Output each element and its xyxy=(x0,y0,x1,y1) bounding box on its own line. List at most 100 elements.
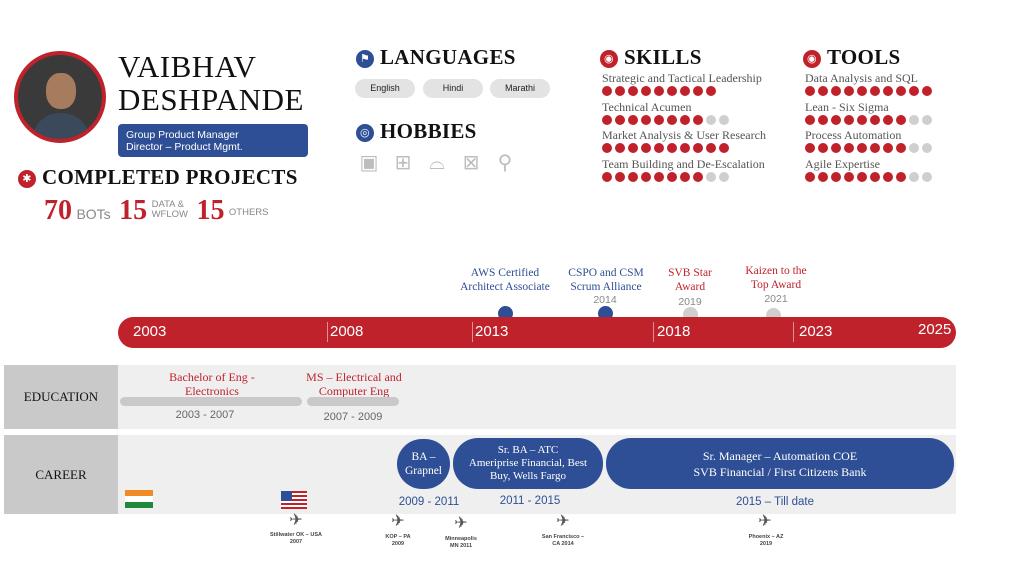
rating-dots xyxy=(602,143,787,153)
rating-dot-filled xyxy=(654,171,664,182)
location-label: Phoenix – AZ 2019 xyxy=(736,534,796,548)
airplane-icon: ✈ xyxy=(454,513,468,532)
rating-dot-filled xyxy=(805,86,815,96)
rating-dot-filled xyxy=(896,114,906,125)
rating-dot-filled xyxy=(896,86,906,96)
timeline-divider xyxy=(327,322,328,342)
languages-heading-text: LANGUAGES xyxy=(380,45,516,69)
timeline-year: 2013 xyxy=(475,323,509,340)
tools-list: Data Analysis and SQL Lean - Six Sigma Pro… xyxy=(805,71,985,185)
rating-dot-filled xyxy=(844,86,854,96)
profile-photo xyxy=(14,51,106,143)
rating-dot-filled xyxy=(818,114,828,125)
rating-dot-filled xyxy=(667,171,677,182)
career-years: 2011 - 2015 xyxy=(499,495,561,507)
last-name: DESHPANDE xyxy=(118,82,304,117)
timeline-year: 2023 xyxy=(799,323,833,340)
rating-dot-filled xyxy=(615,86,625,96)
rating-dot-empty xyxy=(922,143,932,153)
rating-dot-empty xyxy=(922,171,932,182)
degree-line1: MS – Electrical and xyxy=(306,370,402,384)
rating-dot-filled xyxy=(667,114,677,125)
timeline-divider xyxy=(793,322,794,342)
rating-dot-filled xyxy=(654,114,664,125)
tool-label: Lean - Six Sigma xyxy=(805,99,889,114)
tool-label: Agile Expertise xyxy=(805,156,880,171)
projects-heading: ✱ COMPLETED PROJECTS xyxy=(18,165,298,190)
rating-dot-filled xyxy=(693,86,703,96)
rating-dot-filled xyxy=(870,86,880,96)
projects-heading-text: COMPLETED PROJECTS xyxy=(42,165,298,189)
tool-label: Data Analysis and SQL xyxy=(805,71,918,85)
role-line3: Buy, Wells Fargo xyxy=(490,470,566,482)
location-label: Minneapolis MN 2011 xyxy=(436,536,486,550)
skill-label: Market Analysis & User Research xyxy=(602,128,766,142)
timeline-year: 2025 xyxy=(918,321,952,338)
education-years: 2007 - 2009 xyxy=(323,411,383,423)
location-line1: KOP – PA xyxy=(385,534,411,540)
language-pill: Marathi xyxy=(490,79,550,98)
tool-row: Agile Expertise xyxy=(805,157,985,186)
rating-dot-filled xyxy=(870,171,880,182)
rating-dot-filled xyxy=(628,86,638,96)
location-line1: San Francisco – xyxy=(541,534,585,540)
career-years: 2015 – Till date xyxy=(735,496,814,508)
rating-dot-filled xyxy=(667,143,677,153)
education-bar xyxy=(307,397,399,406)
skills-heading-text: SKILLS xyxy=(624,45,702,69)
rating-dot-filled xyxy=(615,114,625,125)
rating-dot-filled xyxy=(857,171,867,182)
rating-dot-filled xyxy=(680,171,690,182)
rating-dot-filled xyxy=(654,143,664,153)
skill-label: Team Building and De-Escalation xyxy=(602,156,765,171)
data-label: DATA & WFLOW xyxy=(152,200,188,220)
data-label-2: WFLOW xyxy=(151,209,189,220)
skill-label: Strategic and Tactical Leadership xyxy=(602,71,762,85)
timeline-bar xyxy=(118,317,956,348)
rating-dot-filled xyxy=(628,171,638,182)
rating-dot-filled xyxy=(706,86,716,96)
skill-label: Technical Acumen xyxy=(602,99,692,114)
rating-dot-filled xyxy=(641,114,651,125)
location-line2: CA 2014 xyxy=(552,541,574,547)
airplane-icon: ✈ xyxy=(758,511,772,530)
rating-dot-filled xyxy=(680,114,690,125)
cooking-icon: ⌓ xyxy=(429,150,445,174)
rating-dot-filled xyxy=(831,143,841,153)
role-line1: BA – xyxy=(411,451,436,463)
cert-line2: Scrum Alliance xyxy=(570,281,642,293)
hobbies-heading-text: HOBBIES xyxy=(380,119,477,143)
award-line1: SVB Star xyxy=(668,267,712,279)
rating-dot-filled xyxy=(602,86,612,96)
role-line1: Sr. Manager – Automation COE xyxy=(702,448,858,463)
skill-row: Team Building and De-Escalation xyxy=(602,157,787,186)
rating-dot-filled xyxy=(844,143,854,153)
board-game-icon: ⊞ xyxy=(394,150,412,174)
cert-line1: CSPO and CSM xyxy=(568,267,644,279)
skill-row: Strategic and Tactical Leadership xyxy=(602,71,787,100)
rating-dot-filled xyxy=(602,171,612,182)
flag-icon: ⚑ xyxy=(356,50,374,68)
rating-dot-filled xyxy=(831,114,841,125)
certification-label: AWS Certified Architect Associate xyxy=(440,266,570,294)
career-role: BA – Grapnel xyxy=(397,439,450,489)
projects-stats: 70 BOTs 15 DATA & WFLOW 15 OTHERS xyxy=(44,195,269,227)
rating-dot-filled xyxy=(615,143,625,153)
cert-line2: Architect Associate xyxy=(460,281,550,293)
education-bar xyxy=(120,397,302,406)
rating-dot-filled xyxy=(615,171,625,182)
rating-dot-filled xyxy=(641,86,651,96)
rating-dot-filled xyxy=(693,114,703,125)
asterisk-icon: ✱ xyxy=(18,170,36,188)
india-flag-icon xyxy=(125,490,153,508)
rating-dot-empty xyxy=(909,114,919,125)
rating-dot-filled xyxy=(719,143,729,153)
location-line2: 2007 xyxy=(289,539,303,545)
location-label: KOP – PA 2009 xyxy=(370,534,426,548)
location-label: San Francisco – CA 2014 xyxy=(528,534,598,548)
education-years: 2003 - 2007 xyxy=(175,409,235,421)
job-title-line1: Group Product Manager xyxy=(126,129,239,141)
timeline-divider xyxy=(653,322,654,342)
rating-dot-filled xyxy=(693,143,703,153)
location-line2: MN 2011 xyxy=(449,543,472,549)
